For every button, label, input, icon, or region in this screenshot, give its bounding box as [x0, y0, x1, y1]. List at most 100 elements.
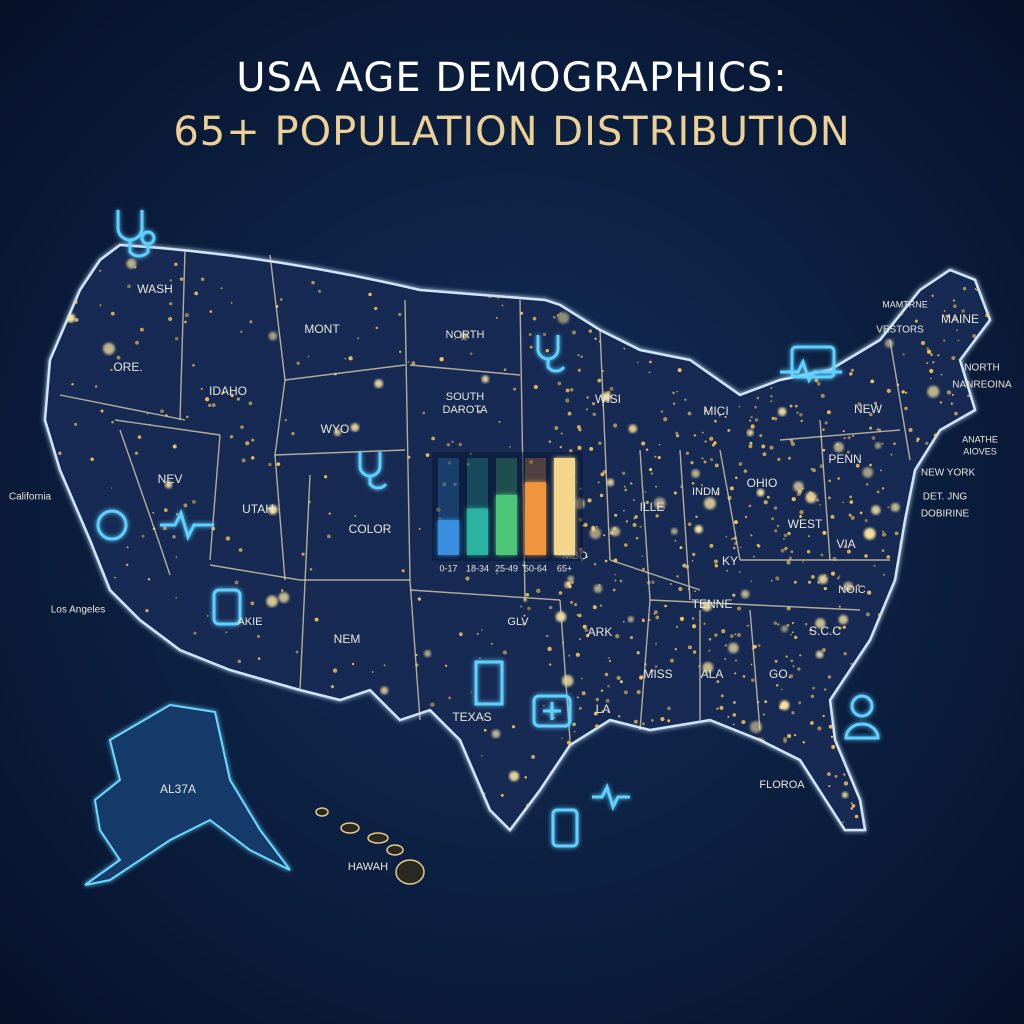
city-light: [734, 672, 737, 675]
city-light: [674, 539, 677, 542]
city-light: [887, 506, 890, 509]
city-light: [773, 506, 778, 510]
city-light: [585, 633, 590, 638]
city-light: [230, 302, 233, 304]
city-light: [184, 320, 187, 324]
city-light: [431, 436, 436, 441]
city-light: [627, 616, 634, 623]
city-light: [775, 684, 779, 687]
city-light: [691, 560, 694, 562]
state-label: TENNE: [692, 597, 733, 611]
city-light: [741, 719, 746, 725]
city-light: [629, 482, 633, 485]
city-light: [407, 361, 410, 363]
city-light: [718, 414, 721, 417]
city-light: [71, 382, 74, 386]
city-light: [931, 294, 934, 297]
city-light: [828, 479, 831, 483]
city-light: [770, 517, 775, 521]
city-light: [843, 581, 854, 592]
city-light: [780, 548, 785, 553]
city-light: [828, 785, 831, 788]
state-border: [639, 449, 651, 601]
city-light: [773, 417, 778, 421]
city-light: [619, 579, 623, 583]
city-light: [762, 713, 765, 716]
city-light: [532, 316, 537, 321]
city-light: [974, 288, 977, 290]
city-light: [600, 472, 605, 477]
city-light: [664, 604, 667, 608]
state-border: [409, 589, 561, 601]
city-light: [576, 614, 579, 616]
city-light: [943, 339, 946, 342]
city-light: [520, 605, 523, 608]
city-light: [527, 606, 531, 611]
state-border: [599, 329, 611, 561]
city-light: [633, 499, 635, 501]
city-light: [750, 424, 755, 429]
city-light: [744, 515, 748, 519]
city-light: [691, 469, 700, 478]
city-light: [556, 314, 560, 317]
city-light: [548, 605, 553, 610]
city-light: [827, 772, 831, 776]
state-label: MAINE: [941, 312, 979, 326]
city-light: [614, 513, 618, 517]
city-light: [815, 618, 826, 629]
state-border: [119, 429, 171, 576]
city-light: [799, 413, 803, 417]
city-light: [636, 361, 639, 364]
city-light: [496, 572, 498, 575]
city-light: [692, 650, 697, 654]
state-label: MAMTRNE: [882, 299, 928, 309]
city-light: [278, 592, 290, 603]
city-light: [348, 356, 353, 361]
city-light: [750, 580, 753, 583]
state-border: [649, 599, 861, 611]
city-light: [570, 388, 574, 392]
city-light: [568, 654, 571, 657]
state-label: NEW YORK: [921, 468, 976, 479]
city-light: [967, 394, 970, 398]
city-light: [878, 428, 882, 432]
city-light: [709, 543, 714, 548]
city-light: [732, 546, 736, 550]
city-light: [748, 444, 753, 449]
city-light: [503, 368, 507, 371]
city-light: [720, 694, 724, 698]
city-light: [703, 622, 706, 625]
city-light: [793, 733, 797, 737]
city-light: [840, 587, 844, 590]
city-light: [279, 298, 283, 301]
state-label: NEM: [334, 632, 361, 646]
city-light: [869, 426, 873, 430]
city-light: [746, 429, 754, 437]
city-light: [855, 463, 860, 468]
city-light: [528, 332, 532, 337]
city-light: [267, 504, 278, 515]
city-light: [184, 313, 189, 318]
city-light: [822, 428, 825, 431]
city-light: [595, 525, 598, 528]
city-light: [871, 505, 881, 515]
city-light: [134, 451, 139, 455]
state-border: [409, 364, 521, 376]
city-light: [719, 705, 724, 710]
city-light: [785, 655, 788, 658]
city-light: [398, 312, 402, 317]
city-light: [783, 538, 785, 540]
city-light: [567, 411, 572, 416]
city-light: [644, 490, 647, 493]
city-light: [655, 642, 658, 645]
city-light: [513, 387, 517, 391]
city-light: [564, 581, 571, 589]
city-light: [951, 355, 956, 361]
city-light: [790, 550, 794, 554]
city-light: [531, 754, 536, 759]
city-light: [204, 397, 210, 402]
city-light: [869, 463, 872, 467]
city-light: [930, 353, 933, 357]
city-light: [836, 576, 840, 580]
city-light: [622, 620, 625, 623]
